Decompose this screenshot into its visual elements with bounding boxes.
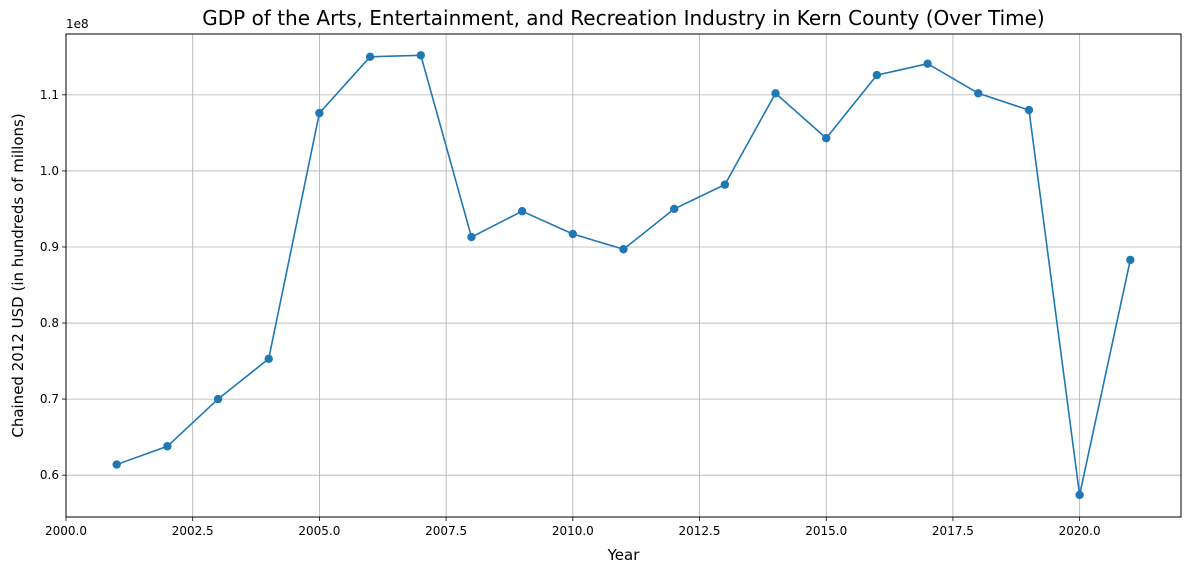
data-point [974,89,983,98]
data-point [1126,255,1135,265]
data-point [923,59,932,68]
data-points [112,51,1135,500]
data-point [872,70,882,80]
data-point [822,134,831,143]
data-point [771,89,780,98]
data-point [264,354,273,363]
data-point [416,51,425,60]
data-point [365,52,375,62]
x-tick-label: 2007.5 [425,524,467,538]
x-tick-label: 2000.0 [45,524,87,538]
x-tick-label: 2015.0 [805,524,847,538]
y-tick-label: 0.6 [40,468,59,482]
data-point [112,460,121,469]
x-axis: 2000.0 2002.5 2005.0 2007.5 2010.0 2012.5 2015… [45,517,1101,538]
y-axis-offset-label: 1e8 [66,17,89,31]
y-tick-label: 0.7 [40,392,59,406]
x-tick-label: 2005.0 [298,524,340,538]
data-point [467,232,476,242]
series-line [116,54,1132,496]
data-point [1024,105,1034,115]
y-tick-label: 1.1 [40,88,59,102]
x-tick-label: 2017.5 [932,524,974,538]
data-point [517,207,527,216]
plot-area-frame [65,33,1182,518]
x-tick-label: 2002.5 [172,524,214,538]
x-axis-label: Year [607,546,641,564]
data-point [315,108,324,118]
data-point [1075,490,1084,500]
data-point [568,229,578,239]
y-axis-label: Chained 2012 USD (in hundreds of millons… [9,113,27,437]
data-point [720,180,730,189]
data-point [213,394,223,404]
x-tick-label: 2020.0 [1059,524,1101,538]
data-point [163,442,172,451]
y-tick-label: 1.0 [40,164,59,178]
y-axis: 0.6 0.7 0.8 0.9 1.0 1.1 [40,88,66,482]
x-tick-label: 2012.5 [679,524,721,538]
chart-title: GDP of the Arts, Entertainment, and Recr… [202,6,1044,30]
x-tick-label: 2010.0 [552,524,594,538]
y-tick-label: 0.9 [40,240,59,254]
data-point [619,245,628,254]
grid [65,34,1181,517]
y-tick-label: 0.8 [40,316,59,330]
data-point [669,204,679,214]
